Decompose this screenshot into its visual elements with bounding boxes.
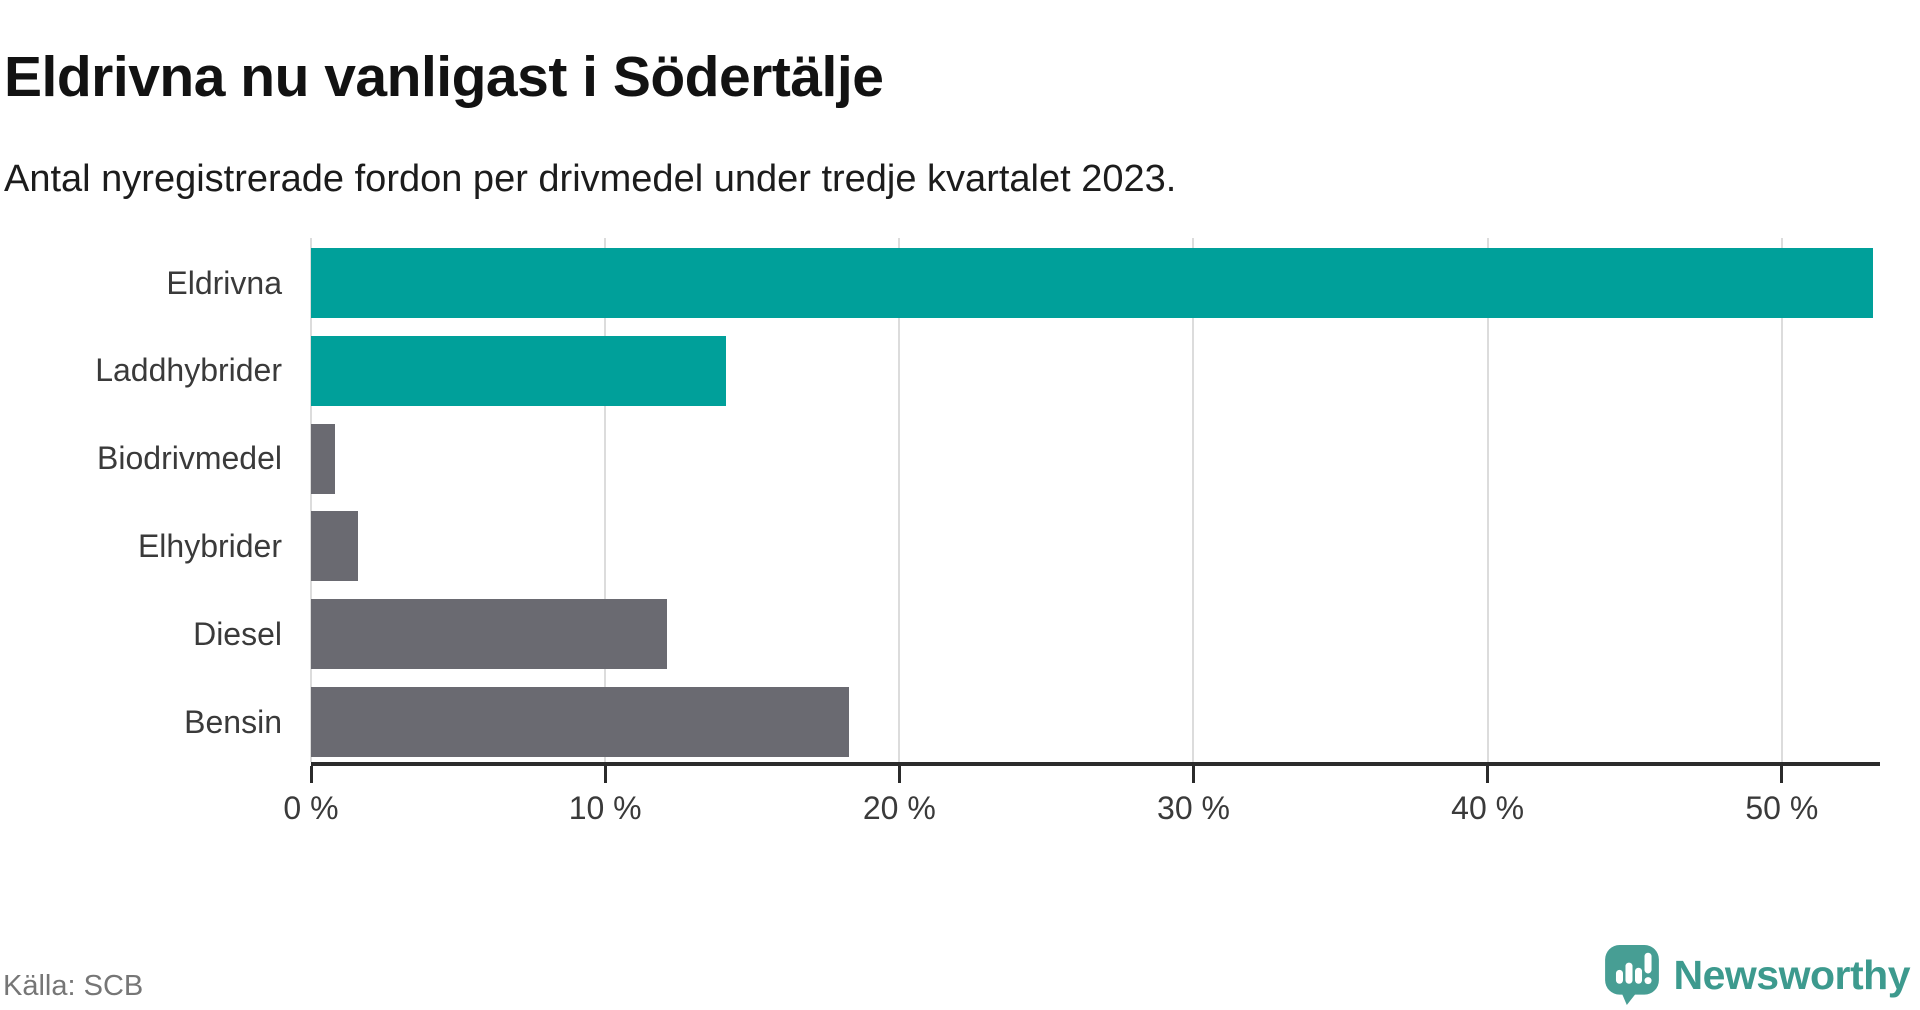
bar (311, 511, 359, 582)
chart-title: Eldrivna nu vanligast i Södertälje (4, 45, 884, 110)
x-tick-mark (1780, 766, 1784, 783)
bar (311, 423, 335, 494)
gridline (1780, 238, 1783, 762)
category-label: Bensin (184, 703, 282, 740)
x-tick-label: 20 % (862, 790, 936, 826)
x-tick-label: 10 % (568, 790, 642, 826)
category-label: Biodrivmedel (97, 440, 282, 477)
x-tick-mark (1191, 766, 1195, 783)
category-label: Diesel (193, 615, 282, 652)
bar (311, 248, 1873, 318)
category-label: Elhybrider (137, 527, 282, 564)
bar (311, 599, 667, 670)
chart-subtitle: Antal nyregistrerade fordon per drivmede… (4, 158, 1177, 200)
category-label: Eldrivna (166, 264, 282, 301)
x-tick-label: 0 % (283, 790, 339, 826)
x-tick-label: 40 % (1451, 790, 1525, 826)
gridline (898, 238, 901, 762)
x-tick-label: 50 % (1745, 790, 1819, 826)
x-tick-label: 30 % (1157, 790, 1230, 826)
x-tick-mark (1486, 766, 1490, 783)
source-text: Källa: SCB (3, 970, 144, 1002)
x-tick-mark (309, 766, 313, 783)
x-axis-line (311, 762, 1880, 766)
bar (311, 335, 726, 406)
newsworthy-logo: Newsworthy (1604, 942, 1911, 1008)
x-tick-mark (897, 766, 901, 783)
x-tick-mark (603, 766, 607, 783)
newsworthy-wordmark: Newsworthy (1673, 951, 1911, 998)
bar (311, 687, 850, 757)
gridline (1192, 238, 1195, 762)
speech-bubble-chart-icon (1604, 945, 1659, 1005)
gridline (310, 238, 312, 762)
gridline (1486, 238, 1489, 762)
gridline (604, 238, 607, 762)
category-label: Laddhybrider (95, 352, 282, 389)
